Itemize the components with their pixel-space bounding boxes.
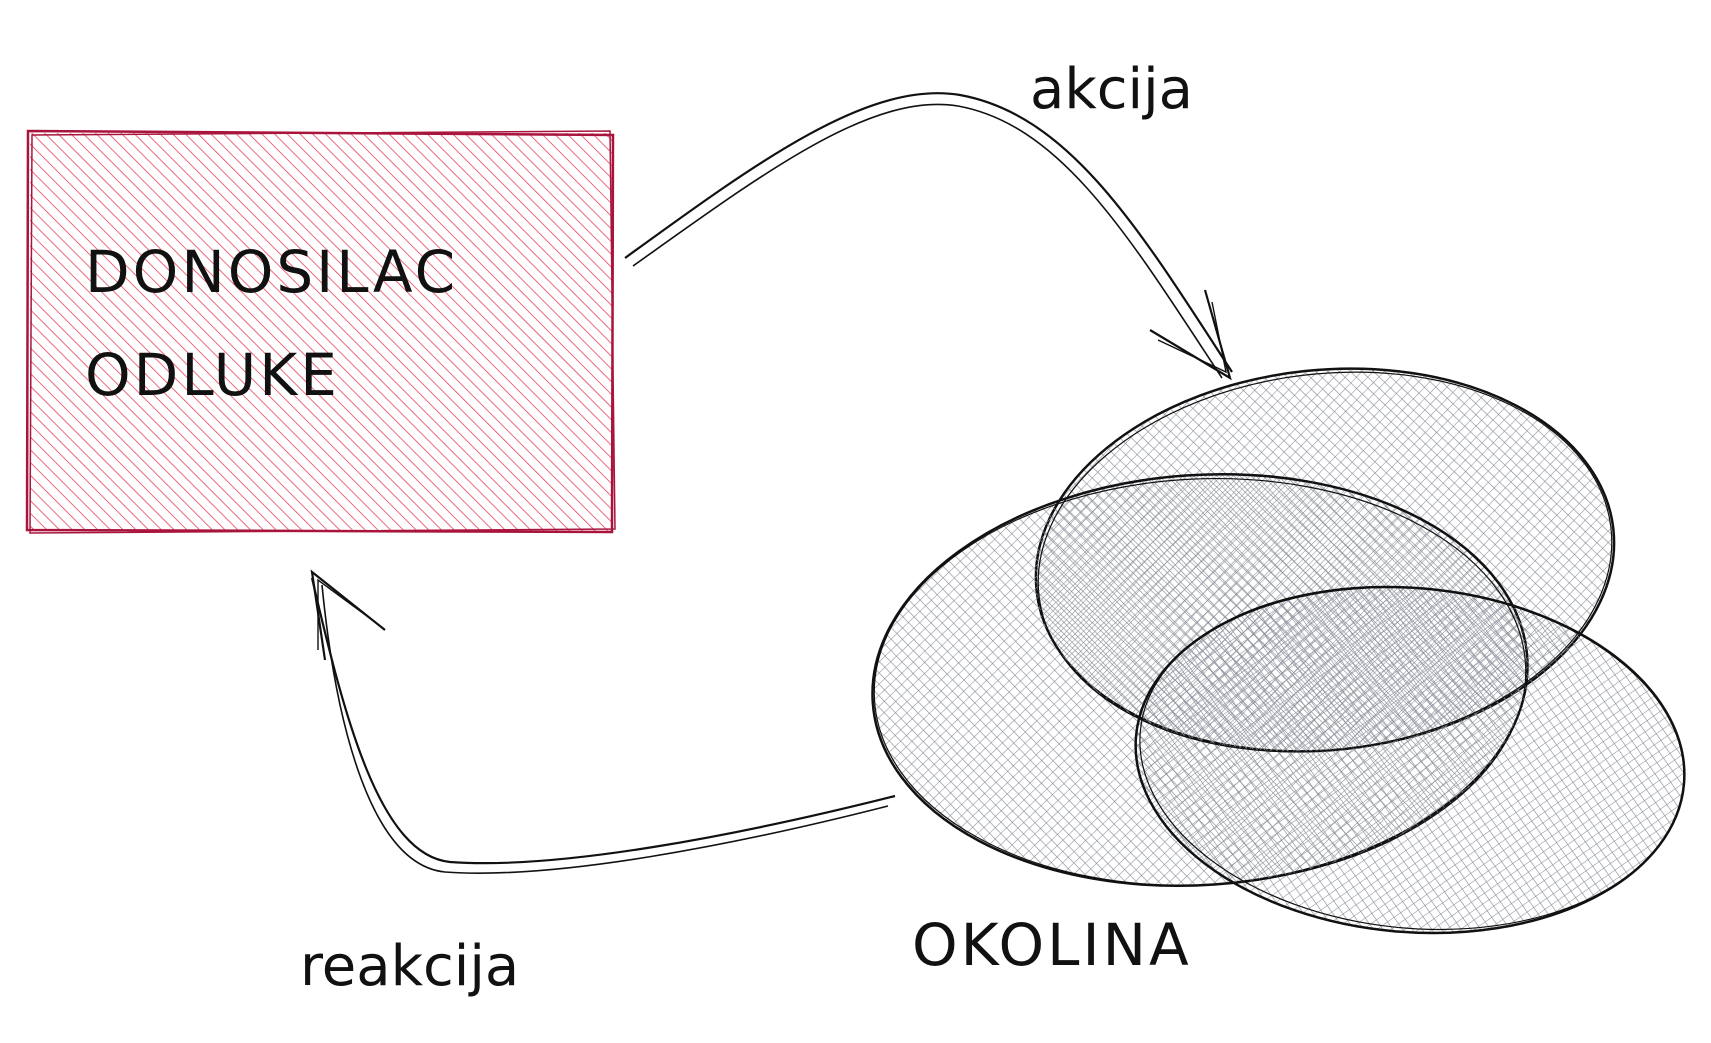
action-arrow-line-second-stroke bbox=[632, 103, 1223, 379]
decision-maker-border bbox=[25, 129, 615, 534]
environment-label: OKOLINA bbox=[912, 911, 1192, 979]
action-arrowhead bbox=[1149, 289, 1232, 381]
action-arrow: akcija bbox=[624, 57, 1233, 381]
reaction-arrow-line bbox=[310, 577, 896, 865]
reaction-arrowhead-second-stroke bbox=[317, 578, 376, 650]
reaction-arrow: reakcija bbox=[300, 569, 896, 999]
environment-ellipse-left-second-stroke bbox=[873, 477, 1527, 887]
action-arrow-line bbox=[624, 92, 1233, 373]
decision-maker-fill bbox=[30, 133, 612, 531]
environment-ellipse-right-second-stroke bbox=[1139, 585, 1685, 931]
decision-maker-label-line2: ODLUKE bbox=[85, 341, 340, 409]
environment-ellipse-top-second-stroke bbox=[1037, 371, 1613, 753]
decision-maker-box[interactable]: DONOSILAC ODLUKE bbox=[25, 129, 616, 534]
reaction-arrow-line-second-stroke bbox=[321, 584, 889, 874]
decision-maker-border-second-stroke bbox=[29, 130, 616, 534]
action-label: akcija bbox=[1030, 57, 1193, 122]
decision-maker-label-line1: DONOSILAC bbox=[85, 238, 458, 306]
reaction-label: reakcija bbox=[300, 934, 519, 999]
environment-cluster[interactable]: OKOLINA bbox=[858, 340, 1701, 979]
action-arrowhead-second-stroke bbox=[1157, 301, 1227, 374]
reaction-arrowhead bbox=[310, 569, 386, 661]
